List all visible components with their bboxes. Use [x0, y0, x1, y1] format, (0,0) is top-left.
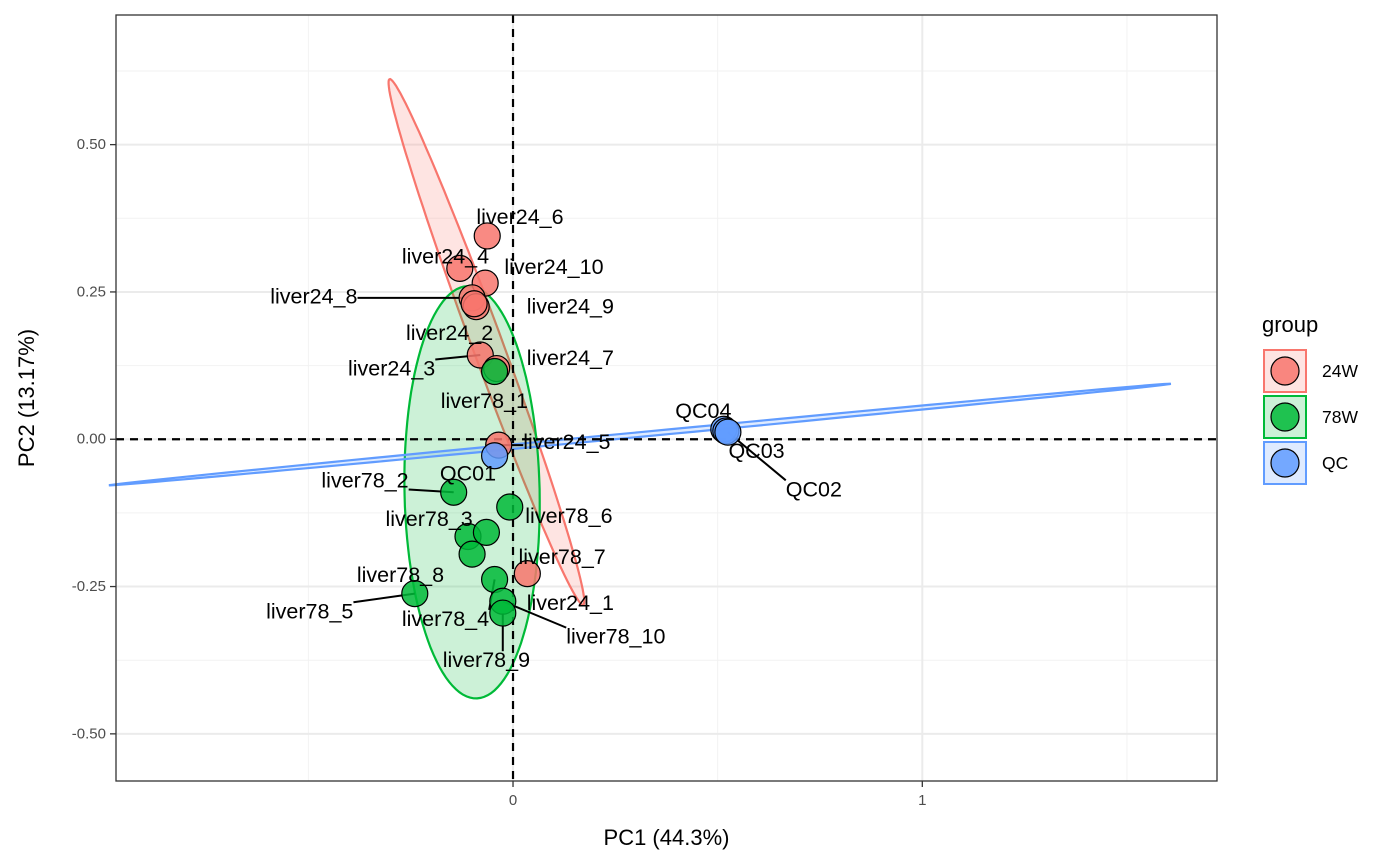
y-tick-label: -0.25: [72, 578, 106, 595]
label-QC03: QC03: [728, 439, 784, 463]
reference-lines: [116, 15, 1217, 781]
y-tick-label: -0.50: [72, 725, 106, 742]
legend-label-QC: QC: [1322, 453, 1348, 473]
legend-symbol-QC: [1270, 448, 1300, 478]
point-liver24_1: [513, 559, 541, 588]
y-tick-label: 0.25: [77, 283, 106, 300]
point-QC02: [714, 418, 742, 446]
label-QC04: QC04: [675, 399, 731, 423]
label-liver24_1: liver24_1: [527, 591, 614, 615]
label-liver24_3: liver24_3: [348, 357, 435, 381]
label-liver24_4: liver24_4: [402, 245, 489, 269]
label-liver78_9: liver78_9: [443, 648, 530, 672]
label-liver24_10: liver24_10: [504, 255, 603, 279]
point-liver78_6: [496, 493, 524, 521]
legend-label-78W: 78W: [1322, 407, 1358, 427]
label-liver78_2: liver78_2: [321, 468, 408, 492]
group-ellipses: [108, 77, 1172, 700]
label-liver24_7: liver24_7: [527, 346, 614, 370]
label-QC02: QC02: [786, 477, 842, 501]
label-liver78_1: liver78_1: [441, 389, 528, 413]
point-QC01: [480, 442, 509, 470]
legend-label-24W: 24W: [1322, 361, 1358, 381]
x-axis-title: PC1 (44.3%): [604, 825, 730, 850]
point-liver24_6: [473, 222, 501, 250]
point-liver78_8: [458, 540, 486, 568]
point-liver78_9: [489, 599, 517, 627]
panel-border: [115, 14, 1218, 782]
label-liver78_7: liver78_7: [519, 545, 606, 569]
axes: 0 1 0.50 0.25 0.00 -0.25 -0.50: [72, 136, 927, 809]
x-tick-label: 0: [509, 792, 517, 809]
label-liver24_9: liver24_9: [527, 295, 614, 319]
label-liver24_5: liver24_5: [523, 430, 610, 454]
ellipse-QC: [108, 382, 1172, 487]
x-tick-label: 1: [918, 792, 926, 809]
y-axis-title: PC2 (13.17%): [14, 329, 39, 467]
legend-title: group: [1262, 312, 1318, 337]
label-liver78_4: liver78_4: [402, 607, 489, 631]
data-points: [401, 222, 742, 627]
label-QC01: QC01: [440, 461, 496, 485]
legend: group 24W 78W QC: [1262, 312, 1358, 485]
ellipse-24W: [387, 77, 586, 607]
y-tick-label: 0.50: [77, 136, 106, 153]
label-liver24_6: liver24_6: [476, 205, 563, 229]
label-liver24_2: liver24_2: [406, 321, 493, 345]
point-liver78_2: [440, 478, 468, 506]
label-liver78_6: liver78_6: [525, 504, 612, 528]
label-liver78_5: liver78_5: [266, 599, 353, 623]
point-liver78_1: [480, 357, 509, 386]
label-liver78_8: liver78_8: [357, 563, 444, 587]
point-liver24_2: [460, 290, 488, 318]
legend-symbol-78W: [1270, 402, 1300, 432]
y-tick-label: 0.00: [77, 431, 106, 448]
point-liver78_5: [401, 580, 429, 608]
point-liver24_4: [446, 254, 474, 282]
label-liver24_8: liver24_8: [270, 285, 357, 309]
label-liver78_10: liver78_10: [566, 625, 665, 649]
label-liver78_3: liver78_3: [385, 507, 472, 531]
point-liver78_7: [472, 518, 501, 546]
legend-symbol-24W: [1270, 356, 1300, 386]
